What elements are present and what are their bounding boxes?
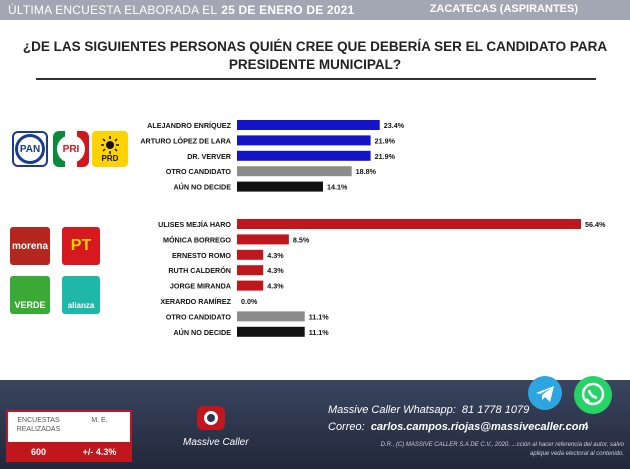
telegram-icon[interactable] — [528, 376, 562, 410]
value-label: 4.3% — [267, 266, 284, 275]
bar — [237, 181, 324, 192]
header-region: ZACATECAS (ASPIRANTES) — [429, 3, 578, 15]
pt-logo-text: PT — [70, 237, 92, 254]
title-rule — [36, 78, 596, 80]
prd-logo-text: PRD — [101, 153, 119, 163]
value-label: 56.4% — [585, 220, 606, 229]
pri-logo: PRI — [53, 131, 89, 167]
category-label: AÚN NO DECIDE — [173, 183, 231, 192]
mail-contact: Correo: carlos.campos.riojas@massivecall… — [328, 421, 588, 433]
category-label: JORGE MIRANDA — [170, 282, 231, 291]
value-label: 11.1% — [309, 328, 330, 337]
survey-info-table: ENCUESTAS REALIZADAS M. E. 600 +/- 4.3% — [6, 410, 132, 462]
bar — [237, 280, 264, 291]
margin-value: +/- 4.3% — [82, 447, 117, 457]
header-bar: ÚLTIMA ENCUESTA ELABORADA EL 25 DE ENERO … — [0, 0, 630, 20]
pri-logo-text: PRI — [57, 135, 85, 163]
value-label: 0.0% — [241, 297, 258, 306]
sun-icon — [101, 135, 119, 154]
category-label: RUTH CALDERÓN — [168, 266, 231, 275]
header-date: 25 DE ENERO DE 2021 — [221, 3, 355, 17]
mail-label: Correo: — [328, 421, 365, 433]
header-left: ÚLTIMA ENCUESTA ELABORADA EL 25 DE ENERO … — [8, 3, 354, 17]
bar-chart: ALEJANDRO ENRÍQUEZ 23.4% ARTURO LÓPEZ DE L… — [140, 120, 606, 337]
alianza-logo-text: alianza — [67, 301, 95, 310]
alianza-logo: alianza — [62, 276, 100, 314]
surveys-value: 600 — [30, 447, 47, 457]
whatsapp-contact: Massive Caller Whatsapp: 81 1778 1079 — [328, 404, 529, 416]
category-label: OTRO CANDIDATO — [166, 312, 232, 321]
bar — [237, 326, 305, 337]
header-left-text: ÚLTIMA ENCUESTA ELABORADA EL — [8, 3, 218, 17]
value-label: 23.4% — [384, 121, 405, 130]
value-label: 21.9% — [375, 136, 396, 145]
bar — [237, 265, 264, 276]
value-label: 14.1% — [327, 183, 348, 192]
verde-logo-text: VERDE — [14, 300, 46, 310]
category-label: DR. VERVER — [187, 152, 232, 161]
value-label: 21.9% — [375, 152, 396, 161]
question-title: ¿DE LAS SIGUIENTES PERSONAS QUIÉN CREE Q… — [22, 39, 608, 72]
bar — [237, 311, 305, 322]
massive-caller-logo-icon — [197, 406, 225, 430]
category-label: MÓNICA BORREGO — [163, 235, 231, 244]
category-label: AÚN NO DECIDE — [173, 328, 231, 337]
margin-header: M. E. — [91, 417, 108, 424]
pt-logo: PT — [62, 227, 100, 265]
category-label: ARTURO LÓPEZ DE LARA — [140, 136, 231, 145]
category-label: XERARDO RAMÍREZ — [160, 297, 231, 306]
value-label: 11.1% — [309, 312, 330, 321]
category-label: OTRO CANDIDATO — [166, 167, 232, 176]
pan-logo: PAN — [12, 131, 48, 167]
morena-logo: morena — [10, 227, 50, 265]
value-label: 8.5% — [293, 235, 310, 244]
bar — [237, 166, 352, 177]
surveys-header: ENCUESTAS REALIZADAS — [16, 417, 61, 433]
whatsapp-number: 81 1778 1079 — [461, 404, 530, 416]
bar — [237, 219, 582, 229]
legal-text: D.R., (C) MASSIVE CALLER S.A DE C.V., 20… — [380, 442, 624, 457]
category-label: ULISES MEJÍA HARO — [158, 220, 231, 229]
value-label: 18.8% — [356, 167, 377, 176]
bar — [237, 249, 264, 260]
bar — [237, 135, 371, 146]
value-label: 4.3% — [267, 251, 284, 260]
morena-logo-text: morena — [11, 240, 49, 252]
whatsapp-icon[interactable] — [574, 376, 612, 414]
category-label: ALEJANDRO ENRÍQUEZ — [147, 121, 231, 130]
pan-logo-text: PAN — [15, 134, 45, 164]
category-label: ERNESTO ROMO — [172, 251, 231, 260]
bar — [237, 150, 371, 161]
mail-address: carlos.campos.riojas@massivecaller.com — [370, 421, 589, 433]
bar — [237, 234, 289, 245]
prd-logo: PRD — [92, 131, 128, 167]
verde-logo: VERDE — [10, 276, 50, 314]
value-label: 4.3% — [267, 282, 284, 291]
page-number: 4 — [583, 421, 589, 432]
bar — [237, 120, 380, 130]
brand-name: Massive Caller — [183, 437, 249, 448]
whatsapp-label: Massive Caller Whatsapp: — [328, 404, 456, 416]
